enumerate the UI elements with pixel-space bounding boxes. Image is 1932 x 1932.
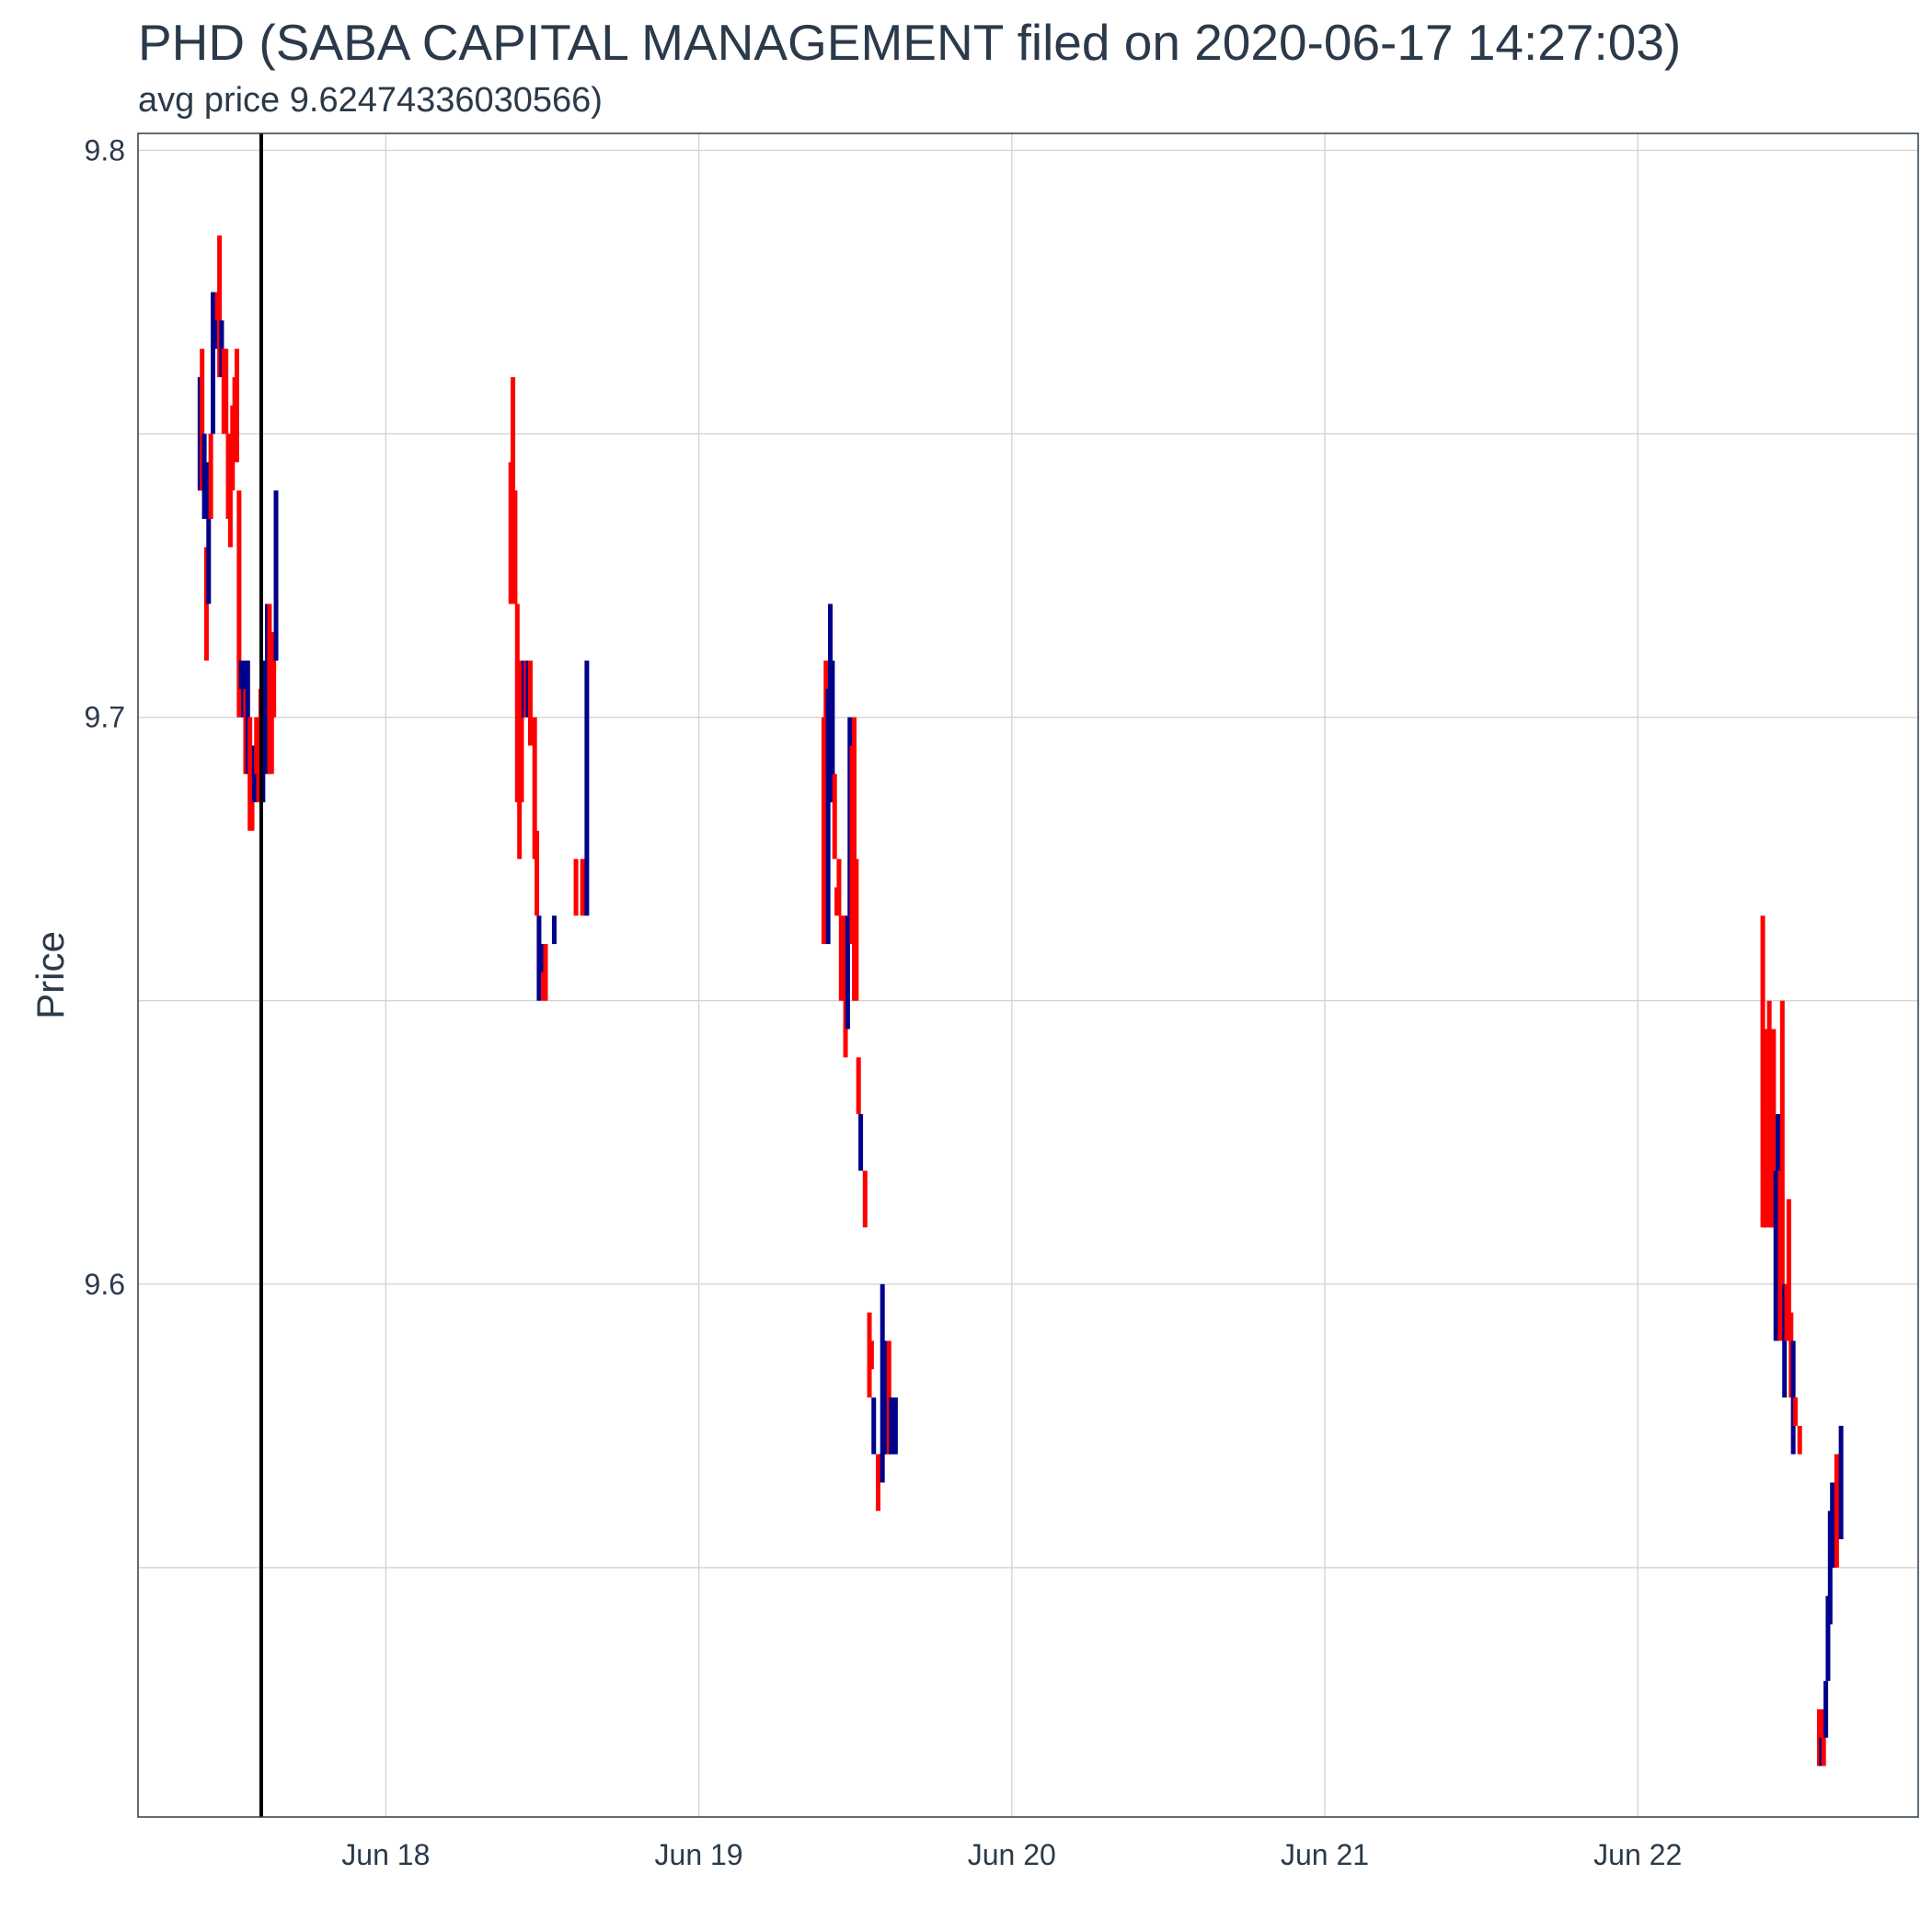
price-bar-up [201,433,207,519]
price-bar-down [1786,1199,1791,1341]
price-bar-down [225,433,231,519]
price-bar-down [862,1170,868,1228]
price-bar-up [1825,1595,1831,1682]
price-bar-down [200,349,205,491]
y-tick-label: 9.8 [85,133,125,167]
grid-layer [138,133,1918,1817]
price-bar-up [538,944,544,972]
price-bar-down [230,405,236,491]
price-bar-down [217,235,223,377]
price-bar-down [236,490,242,718]
y-tick-label: 9.7 [85,701,125,734]
price-bar-down [271,632,277,718]
price-bar-up [845,915,850,1029]
price-bar-up [858,1113,864,1171]
price-bar-down [573,858,579,916]
price-bar-down [543,944,548,1001]
price-bar-down [224,349,229,434]
price-bar-up [892,1397,898,1455]
price-bar-up [245,661,250,775]
price-bar-down [1797,1425,1802,1455]
price-bar-up [1838,1425,1844,1540]
price-bar-down [886,1340,891,1455]
price-bar-up [825,688,831,945]
price-bar-up [830,661,835,803]
price-bar-down [821,717,826,945]
price-bar-down [868,1340,874,1370]
price-bar-down [854,858,859,1001]
price-bar-up [273,490,279,661]
price-bar-up [1823,1681,1829,1738]
price-bar-down [1771,1029,1777,1228]
price-bar-down [1762,1029,1767,1228]
price-bar-up [211,292,216,434]
price-bar-up [206,462,212,604]
price-bar-down [535,830,540,916]
chart-title: PHD (SABA CAPITAL MANAGEMENT filed on 20… [138,14,1682,71]
x-tick-label: Jun 19 [655,1838,743,1871]
price-bar-down [1779,1000,1785,1341]
y-axis-title: Price [29,931,72,1019]
price-bar-up [882,1340,888,1455]
price-bar-down [836,858,842,916]
price-bar-down [227,490,233,547]
price-bar-down [208,433,213,519]
y-tick-label: 9.6 [85,1268,125,1301]
x-tick-label: Jun 20 [968,1838,1056,1871]
plot-panel-border [137,132,1919,1818]
price-bar-up [1827,1511,1833,1625]
bars-layer [197,235,1844,1766]
x-tick-label: Jun 21 [1281,1838,1369,1871]
price-bar-up [1790,1340,1796,1455]
price-bar-up [584,661,590,916]
price-bar-down [1793,1397,1799,1426]
x-tick-label: Jun 22 [1593,1838,1682,1871]
price-bar-down [512,490,518,604]
chart-subtitle: avg price 9.62474336030566) [138,81,603,120]
price-bar-up [871,1397,877,1455]
price-bar-down [519,661,524,803]
x-tick-label: Jun 18 [341,1838,430,1871]
labels-layer: 9.6 9.7 9.8 Jun 18 Jun 19 Jun 20 Jun 21 Jun 22 [85,133,1683,1871]
price-bar-down [580,858,585,916]
price-bar-down [1766,1000,1772,1228]
price-bar-down [532,717,537,859]
price-bar-down [235,349,239,463]
price-bar-down [527,661,533,746]
price-bar-up [551,915,557,945]
price-bar-down [832,774,837,859]
price-bar-down [856,1057,861,1114]
